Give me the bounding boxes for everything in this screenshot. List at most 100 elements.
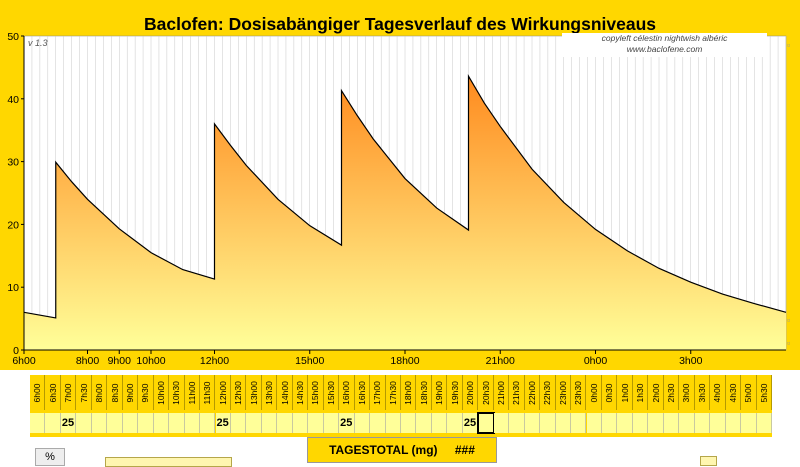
time-slot-text: 6h00 (32, 383, 43, 402)
dose-input-cell[interactable] (586, 413, 602, 433)
time-slot-text: 16h30 (356, 380, 367, 405)
dose-input-cell[interactable] (122, 413, 139, 433)
y-tick-label: 20 (7, 219, 19, 231)
dose-input-cell[interactable] (261, 413, 278, 433)
dose-input-cell[interactable] (617, 413, 633, 433)
time-slot-text: 17h00 (372, 380, 383, 405)
time-slot-text: 9h00 (124, 383, 135, 402)
dose-input-cell[interactable] (292, 413, 309, 433)
dose-input-cell[interactable] (648, 413, 664, 433)
dose-input-cell[interactable] (200, 413, 216, 433)
time-slot-text: 10h30 (171, 380, 182, 405)
dose-input-cell[interactable] (169, 413, 185, 433)
time-slot-label: 16h30 (355, 375, 371, 410)
dose-input-cell[interactable]: 25 (215, 413, 231, 433)
time-slot-text: 14h30 (295, 380, 305, 405)
dose-input-cell[interactable] (370, 413, 386, 433)
dose-input-cell[interactable] (416, 413, 432, 433)
copyright-line: copyleft célestin nightwish albéric (601, 33, 728, 43)
time-slot-label: 3h00 (679, 375, 695, 410)
dose-input-cell[interactable] (756, 413, 772, 433)
dose-input-cell[interactable] (679, 413, 695, 433)
time-slot-text: 19h00 (434, 380, 445, 405)
time-slot-label: 12h30 (231, 375, 247, 410)
x-tick-label: 10h00 (136, 355, 165, 367)
time-slot-text: 23h30 (573, 380, 584, 405)
dose-level-chart: 0 10 20 30 40 50 6h00 8h00 9h00 10h00 12h00 15h00 18… (7, 31, 787, 367)
chart-title: Baclofen: Dosisabängiger Tagesverlauf de… (143, 14, 657, 34)
time-slot-text: 12h00 (217, 380, 228, 405)
handle-marker: ▫ (787, 40, 791, 50)
dose-input-cell[interactable] (246, 413, 262, 433)
dose-input-cell[interactable]: 25 (339, 413, 355, 433)
time-slot-text: 4h30 (727, 383, 738, 402)
dose-input-cell[interactable]: 25 (462, 413, 479, 433)
input-field[interactable] (105, 457, 232, 467)
dose-input-cell[interactable] (308, 413, 324, 433)
time-slot-label: 16h00 (339, 375, 355, 410)
time-slot-label: 0h30 (602, 375, 618, 410)
dose-input-cell[interactable] (323, 413, 340, 433)
dose-input-cell[interactable] (45, 413, 61, 433)
dose-input-cell[interactable] (741, 413, 757, 433)
dose-input-cell[interactable] (694, 413, 711, 433)
dose-input-cell[interactable] (385, 413, 401, 433)
dose-input-cell[interactable] (153, 413, 170, 433)
time-slot-text: 1h00 (619, 383, 630, 402)
dose-input-cell[interactable] (138, 413, 154, 433)
dose-input-cell[interactable] (30, 413, 46, 433)
dose-input-cell[interactable] (540, 413, 556, 433)
tagestotal-value: ### (454, 443, 475, 457)
dose-schedule-grid: 6h00 6h30 7h00 25 7h30 8h00 8h30 9h00 9h30 10h00 1… (30, 375, 772, 437)
time-slot-text: 20h30 (480, 380, 491, 405)
time-slot-text: 12h30 (233, 380, 244, 405)
dose-input-cell[interactable] (555, 413, 572, 433)
dose-input-cell[interactable] (601, 413, 618, 433)
dose-input-cell[interactable] (184, 413, 201, 433)
time-slot-text: 15h00 (310, 380, 321, 405)
time-slot-label: 2h00 (648, 375, 664, 410)
x-tick-label: 0h00 (584, 355, 608, 367)
time-slot-label: 21h00 (494, 375, 510, 410)
dose-input-cell[interactable] (663, 413, 680, 433)
x-tick-label: 6h00 (12, 355, 36, 367)
time-slot-label: 20h30 (478, 375, 494, 410)
time-slot-text: 18h00 (403, 380, 414, 405)
dose-input-cell[interactable] (277, 413, 293, 433)
time-slot-text: 6h30 (47, 383, 58, 402)
y-tick-label: 40 (7, 94, 19, 106)
dose-input-cell[interactable] (107, 413, 123, 433)
dose-input-cell[interactable] (401, 413, 417, 433)
dose-input-cell[interactable]: 25 (60, 413, 77, 433)
dose-input-cell[interactable] (431, 413, 448, 433)
time-slot-label: 22h30 (540, 375, 556, 410)
dose-input-cell[interactable] (632, 413, 649, 433)
dose-input-cell[interactable] (524, 413, 541, 433)
time-slot-text: 22h30 (542, 380, 553, 405)
dose-input-cell[interactable] (571, 413, 587, 433)
time-slot-label: 7h30 (76, 375, 92, 410)
dose-input-cell[interactable] (509, 413, 525, 433)
time-slot-text: 11h30 (202, 380, 213, 405)
dose-input-cell[interactable] (91, 413, 108, 433)
time-slot-text: 2h00 (650, 383, 661, 402)
input-field[interactable] (700, 456, 717, 466)
time-slot-label: 2h30 (664, 375, 680, 410)
time-slot-label: 4h30 (726, 375, 742, 410)
dose-input-cell[interactable] (76, 413, 92, 433)
tagestotal-label: TAGESTOTAL (mg) (329, 443, 438, 457)
dose-input-cell[interactable] (710, 413, 726, 433)
y-tick-label: 10 (7, 282, 19, 294)
time-slot-text: 18h30 (418, 380, 429, 405)
dose-input-cell[interactable] (725, 413, 742, 433)
dose-input-cell[interactable] (447, 413, 463, 433)
dose-input-cell[interactable] (230, 413, 247, 433)
time-slot-label: 10h30 (169, 375, 185, 410)
x-tick-label: 21h00 (486, 355, 515, 367)
dose-input-cell[interactable] (354, 413, 371, 433)
time-slot-text: 21h30 (511, 380, 522, 405)
dose-input-cell[interactable] (477, 412, 495, 434)
dose-input-cell[interactable] (493, 413, 510, 433)
percent-button[interactable]: % (35, 448, 65, 466)
time-slot-label: 1h00 (617, 375, 633, 410)
